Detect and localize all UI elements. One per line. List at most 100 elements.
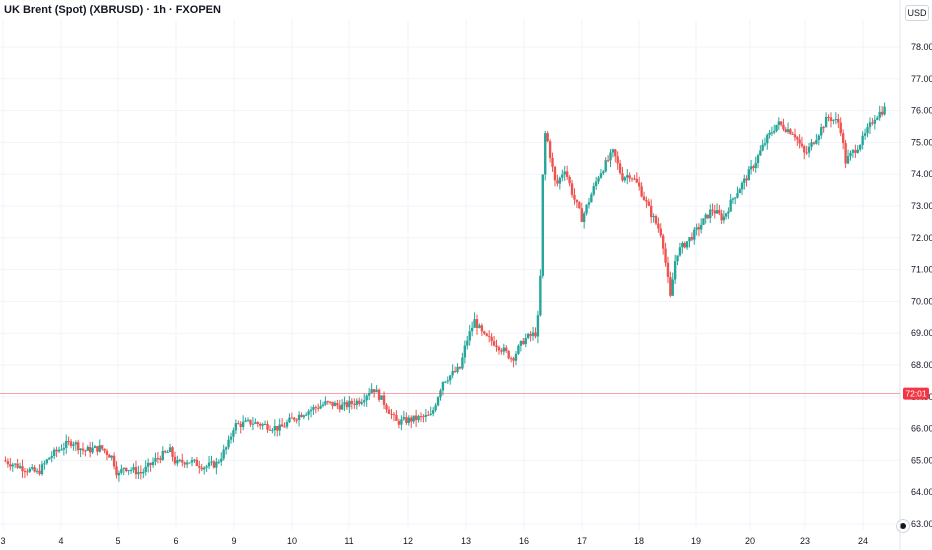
candle-body <box>575 199 579 203</box>
candle-body <box>210 461 213 463</box>
x-tick-label: 24 <box>858 536 868 546</box>
candle-body <box>724 213 728 217</box>
candle-body <box>88 446 92 453</box>
candle-body <box>319 405 322 409</box>
candle-body <box>752 166 755 168</box>
candle-body <box>13 463 17 465</box>
candle-body <box>671 279 674 296</box>
candle-body <box>326 401 329 403</box>
candle-body <box>239 423 242 428</box>
candle-body <box>142 471 145 474</box>
candle-body <box>720 213 723 221</box>
candle-body <box>590 194 593 203</box>
candle-body <box>273 426 277 431</box>
candle-body <box>207 462 211 467</box>
candle-body <box>375 389 378 393</box>
candle-body <box>458 366 462 369</box>
candles-layer <box>4 102 886 482</box>
candle-body <box>621 173 624 181</box>
candle-body <box>156 458 160 460</box>
y-tick-label: 66.00 <box>911 424 932 434</box>
currency-button[interactable]: USD <box>905 5 929 21</box>
candle-body <box>360 402 363 404</box>
candle-body <box>451 370 454 376</box>
candle-body <box>159 458 162 460</box>
candle-body <box>859 145 862 150</box>
candle-body <box>837 118 840 123</box>
candle-body <box>227 439 230 448</box>
candle-body <box>9 464 12 467</box>
candle-body <box>681 243 684 248</box>
candle-body <box>697 227 701 230</box>
candle-body <box>582 213 586 222</box>
x-tick-label: 16 <box>519 536 529 546</box>
candle-body <box>512 358 515 361</box>
candle-body <box>400 419 403 425</box>
candle-body <box>529 333 532 336</box>
candle-body <box>444 381 447 383</box>
candle-body <box>427 414 430 416</box>
candle-body <box>807 146 811 153</box>
candle-body <box>485 333 488 336</box>
candle-body <box>661 235 665 249</box>
candle-body <box>702 218 705 225</box>
candle-body <box>736 193 739 198</box>
candle-body <box>657 223 660 229</box>
candle-body <box>461 357 464 369</box>
current-price-label: 72:01 <box>905 389 927 399</box>
candle-body <box>647 201 651 206</box>
candle-body <box>429 413 432 415</box>
candle-body <box>623 177 627 181</box>
candle-body <box>139 472 143 474</box>
candle-body <box>283 426 286 428</box>
candle-body <box>846 156 850 164</box>
candle-body <box>307 411 310 415</box>
candle-body <box>215 461 218 468</box>
candle-body <box>587 202 591 205</box>
y-tick-label: 63.00 <box>911 519 932 529</box>
y-tick-label: 77.00 <box>911 74 932 84</box>
candle-body <box>685 241 689 248</box>
candle-body <box>544 133 547 175</box>
candle-body <box>98 445 101 452</box>
candle-body <box>812 142 816 144</box>
candle-body <box>358 400 361 404</box>
candle-body <box>100 445 104 449</box>
candle-body <box>120 469 123 473</box>
candle-body <box>217 461 221 463</box>
candle-body <box>81 448 85 451</box>
candle-body <box>526 333 530 338</box>
candle-body <box>256 422 259 424</box>
candle-body <box>546 133 549 142</box>
candle-body <box>181 459 184 463</box>
candle-body <box>293 417 296 420</box>
candle-body <box>638 182 641 187</box>
candle-body <box>777 121 781 125</box>
candle-body <box>254 422 257 424</box>
candle-body <box>517 345 520 354</box>
candle-body <box>873 119 877 124</box>
x-tick-label: 17 <box>577 536 587 546</box>
candle-body <box>11 464 14 467</box>
candle-body <box>463 345 467 358</box>
candle-body <box>497 347 501 351</box>
candle-body <box>105 450 109 455</box>
candle-body <box>699 224 703 230</box>
candle-body <box>709 209 712 219</box>
candle-body <box>640 186 643 197</box>
candle-body <box>602 171 605 174</box>
candle-body <box>259 423 262 426</box>
candle-body <box>74 442 78 445</box>
candle-body <box>782 124 785 130</box>
candle-body <box>534 332 537 337</box>
candle-body <box>137 472 140 475</box>
candle-body <box>6 461 10 465</box>
candle-body <box>669 276 672 296</box>
candle-body <box>683 243 686 248</box>
candle-body <box>630 178 634 180</box>
candle-body <box>178 459 182 461</box>
candle-body <box>166 452 169 454</box>
x-tick-label: 23 <box>800 536 810 546</box>
